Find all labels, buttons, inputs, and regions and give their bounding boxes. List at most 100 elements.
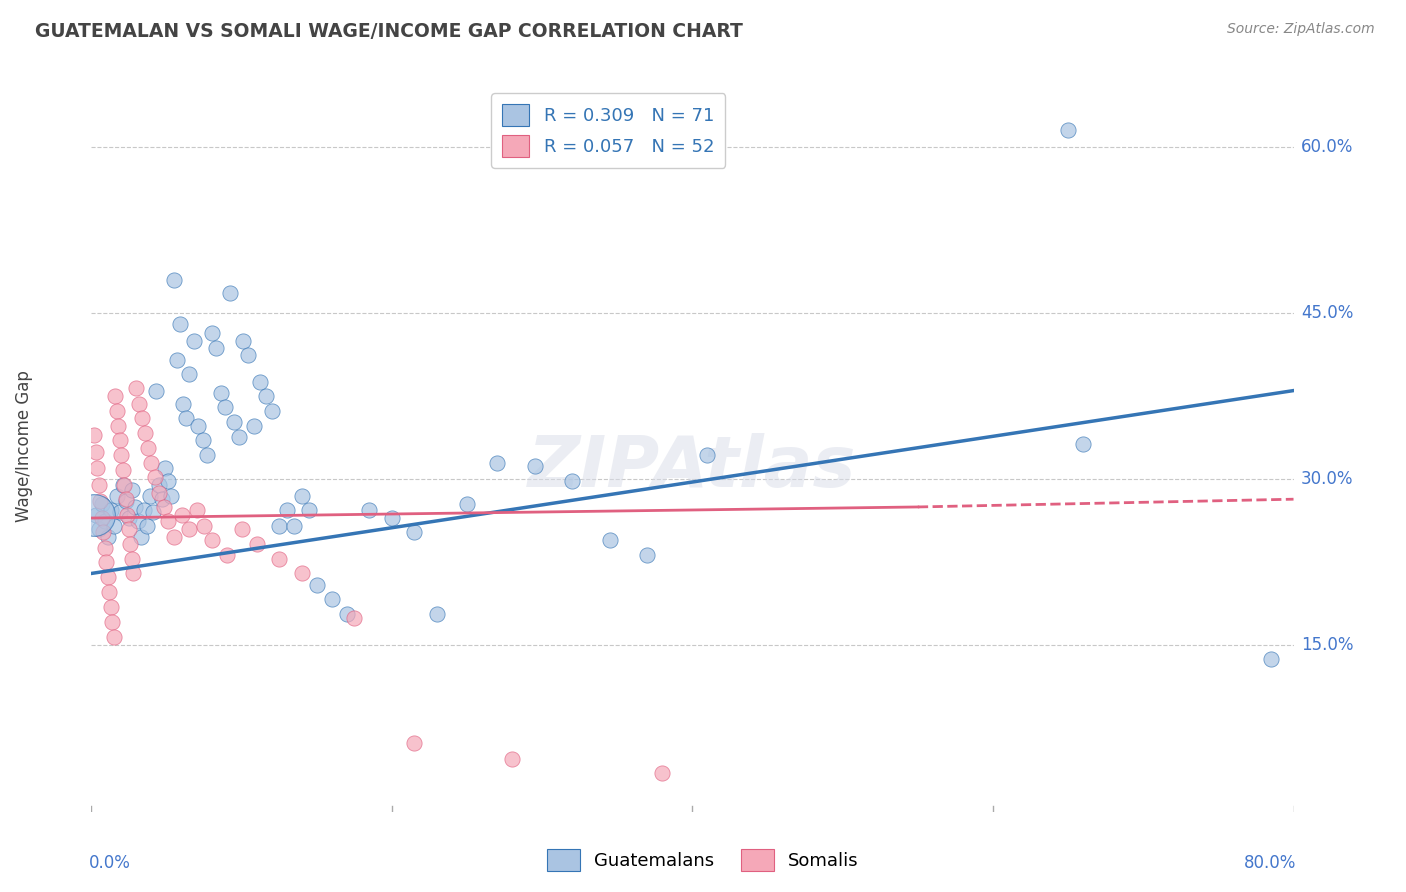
Point: [90, 511, 112, 525]
Point: [128, 397, 150, 411]
Point: [141, 456, 163, 470]
Point: [117, 508, 139, 522]
Point: [177, 367, 200, 381]
Point: [142, 506, 165, 520]
Point: [561, 475, 583, 489]
Point: [94, 514, 117, 528]
Point: [381, 511, 404, 525]
Text: GUATEMALAN VS SOMALI WAGE/INCOME GAP CORRELATION CHART: GUATEMALAN VS SOMALI WAGE/INCOME GAP COR…: [35, 22, 742, 41]
Point: [86, 461, 108, 475]
Point: [114, 477, 136, 491]
Point: [209, 385, 232, 400]
Point: [152, 500, 174, 514]
Point: [1057, 123, 1080, 137]
Point: [100, 503, 122, 517]
Point: [118, 522, 141, 536]
Point: [215, 548, 238, 562]
Point: [260, 403, 283, 417]
Point: [228, 430, 250, 444]
Text: 45.0%: 45.0%: [1301, 304, 1354, 322]
Point: [305, 577, 328, 591]
Point: [246, 536, 269, 550]
Point: [148, 477, 170, 491]
Point: [1260, 652, 1282, 666]
Point: [187, 419, 209, 434]
Point: [157, 475, 180, 489]
Point: [115, 492, 138, 507]
Point: [97, 570, 120, 584]
Point: [120, 536, 142, 550]
Point: [89, 494, 111, 508]
Point: [93, 525, 115, 540]
Point: [193, 518, 215, 533]
Point: [336, 607, 359, 622]
Point: [201, 533, 224, 548]
Point: [103, 630, 125, 644]
Point: [404, 525, 426, 540]
Point: [153, 461, 176, 475]
Point: [174, 411, 197, 425]
Point: [97, 530, 120, 544]
Point: [160, 489, 183, 503]
Point: [124, 500, 146, 514]
Point: [105, 403, 128, 417]
Text: 15.0%: 15.0%: [1301, 637, 1354, 655]
Point: [486, 456, 509, 470]
Point: [150, 492, 173, 507]
Point: [177, 522, 200, 536]
Point: [214, 401, 236, 415]
Point: [1071, 437, 1094, 451]
Legend: R = 0.309   N = 71, R = 0.057   N = 52: R = 0.309 N = 71, R = 0.057 N = 52: [492, 93, 725, 168]
Point: [94, 541, 117, 555]
Text: Wage/Income Gap: Wage/Income Gap: [15, 370, 32, 522]
Point: [269, 518, 291, 533]
Point: [236, 348, 259, 362]
Point: [291, 566, 314, 581]
Point: [127, 514, 149, 528]
Point: [254, 389, 277, 403]
Point: [191, 434, 214, 448]
Point: [139, 489, 162, 503]
Point: [636, 548, 658, 562]
Legend: Guatemalans, Somalis: Guatemalans, Somalis: [540, 842, 866, 879]
Point: [107, 419, 129, 434]
Point: [125, 381, 148, 395]
Point: [205, 342, 228, 356]
Point: [172, 397, 194, 411]
Point: [100, 599, 122, 614]
Point: [129, 530, 152, 544]
Point: [118, 511, 141, 525]
Text: 60.0%: 60.0%: [1301, 137, 1354, 156]
Point: [231, 522, 253, 536]
Point: [90, 497, 112, 511]
Point: [87, 522, 110, 536]
Point: [298, 503, 321, 517]
Text: 80.0%: 80.0%: [1244, 854, 1296, 871]
Point: [96, 555, 118, 569]
Point: [359, 503, 381, 517]
Point: [105, 489, 128, 503]
Point: [98, 585, 121, 599]
Text: Source: ZipAtlas.com: Source: ZipAtlas.com: [1227, 22, 1375, 37]
Point: [232, 334, 254, 348]
Text: ZIPAtlas: ZIPAtlas: [529, 434, 856, 502]
Point: [121, 552, 143, 566]
Point: [170, 508, 193, 522]
Point: [201, 326, 224, 340]
Point: [122, 566, 145, 581]
Point: [291, 489, 314, 503]
Point: [108, 434, 131, 448]
Point: [169, 317, 191, 331]
Point: [101, 615, 124, 630]
Point: [111, 477, 134, 491]
Point: [651, 766, 673, 780]
Point: [110, 448, 132, 462]
Point: [111, 463, 134, 477]
Point: [145, 384, 167, 398]
Point: [143, 470, 166, 484]
Point: [134, 425, 156, 440]
Point: [148, 485, 170, 500]
Point: [195, 448, 218, 462]
Point: [103, 518, 125, 533]
Point: [138, 441, 160, 455]
